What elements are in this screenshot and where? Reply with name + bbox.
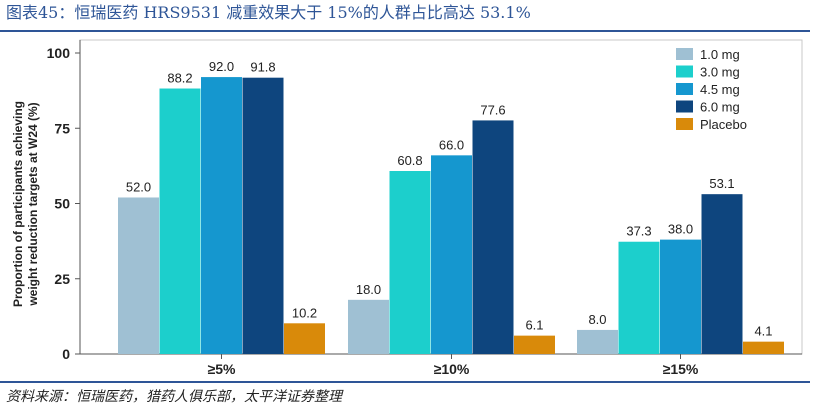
data-label: 88.2 xyxy=(167,71,192,86)
bar-6-0-mg xyxy=(242,77,284,354)
bar-placebo xyxy=(514,335,555,354)
bar-3-0-mg xyxy=(618,241,660,354)
bar-1-0-mg xyxy=(118,197,159,354)
chart-bars xyxy=(118,77,784,354)
data-label: 38.0 xyxy=(668,222,693,237)
legend-swatch xyxy=(676,65,693,78)
figure-title: 图表45：恒瑞医药 HRS9531 减重效果大于 15%的人群占比高达 53.1… xyxy=(6,3,531,22)
data-label: 66.0 xyxy=(439,137,464,152)
legend-label: 1.0 mg xyxy=(700,47,740,62)
data-label: 53.1 xyxy=(709,176,734,191)
legend-label: 6.0 mg xyxy=(700,100,740,115)
bottom-rule xyxy=(0,381,810,383)
legend-label: 3.0 mg xyxy=(700,65,740,80)
category-label: ≥15% xyxy=(663,361,699,377)
bar-placebo xyxy=(743,341,784,354)
legend-swatch xyxy=(676,118,693,130)
data-label: 60.8 xyxy=(397,153,422,168)
bar-placebo xyxy=(284,323,325,354)
y-axis-title: Proportion of participants achievingweig… xyxy=(11,101,40,307)
data-label: 18.0 xyxy=(356,282,381,297)
y-tick-label: 75 xyxy=(54,120,70,136)
bar-4-5-mg xyxy=(431,155,472,354)
bar-6-0-mg xyxy=(472,120,514,354)
bar-3-0-mg xyxy=(389,170,431,354)
data-label: 91.8 xyxy=(250,60,275,75)
data-label: 10.2 xyxy=(292,305,317,320)
category-label: ≥10% xyxy=(434,361,470,377)
legend-label: Placebo xyxy=(700,117,747,132)
data-label: 52.0 xyxy=(126,179,151,194)
y-tick-label: 50 xyxy=(54,196,70,212)
y-tick-label: 25 xyxy=(54,271,70,287)
source-note: 资料来源：恒瑞医药，猎药人俱乐部，太平洋证券整理 xyxy=(6,389,342,405)
chart-legend: 1.0 mg 3.0 mg 4.5 mg 6.0 mg Placebo xyxy=(676,47,747,132)
data-label: 4.1 xyxy=(754,324,772,339)
data-label: 92.0 xyxy=(209,59,234,74)
legend-label: 4.5 mg xyxy=(700,82,740,97)
bar-6-0-mg xyxy=(701,194,743,354)
legend-swatch xyxy=(676,48,693,60)
data-label: 6.1 xyxy=(525,318,543,333)
bar-4-5-mg xyxy=(201,77,242,354)
top-rule xyxy=(0,30,810,32)
bar-3-0-mg xyxy=(159,88,201,354)
chart-data-labels: 52.0 18.0 8.0 88.2 60.8 37.3 92.0 66.0 38.0 91.8 7… xyxy=(126,59,773,339)
bar-1-0-mg xyxy=(348,299,389,354)
bar-4-5-mg xyxy=(660,239,701,354)
data-label: 8.0 xyxy=(588,312,606,327)
data-label: 37.3 xyxy=(626,224,651,239)
bar-1-0-mg xyxy=(577,329,618,354)
y-tick-label: 0 xyxy=(62,346,70,362)
y-tick-label: 100 xyxy=(47,45,71,61)
data-label: 77.6 xyxy=(480,102,505,117)
legend-swatch xyxy=(676,100,693,113)
category-label: ≥5% xyxy=(208,361,236,377)
legend-swatch xyxy=(676,83,693,95)
